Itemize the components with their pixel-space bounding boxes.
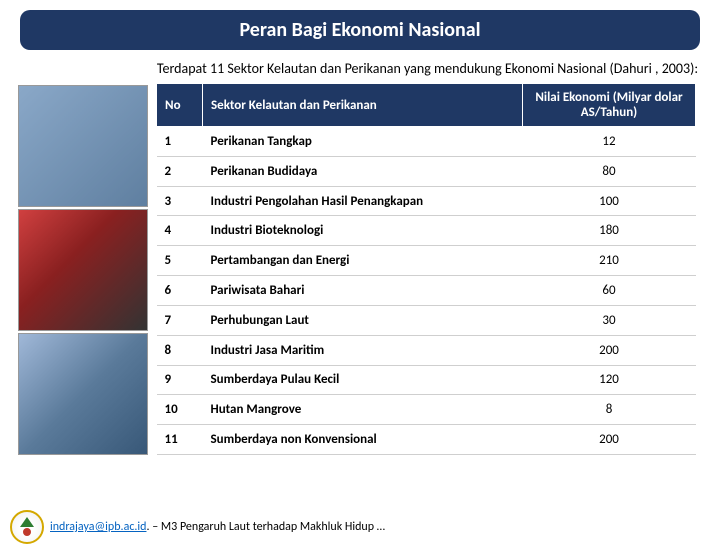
cell-value: 120: [523, 365, 696, 395]
cell-sector: Sumberdaya non Konvensional: [203, 425, 523, 455]
col-sector: Sektor Kelautan dan Perikanan: [203, 84, 523, 127]
cell-no: 8: [157, 335, 203, 365]
cell-sector: Industri Pengolahan Hasil Penangkapan: [203, 186, 523, 216]
table-row: 6Pariwisata Bahari60: [157, 276, 696, 306]
cell-no: 9: [157, 365, 203, 395]
cell-value: 80: [523, 156, 696, 186]
cell-sector: Hutan Mangrove: [203, 395, 523, 425]
table-row: 3Industri Pengolahan Hasil Penangkapan10…: [157, 186, 696, 216]
cell-no: 11: [157, 425, 203, 455]
image-shipping: [18, 85, 148, 207]
footer: indrajaya@ipb.ac.id. – M3 Pengaruh Laut …: [10, 510, 385, 544]
title-bar: Peran Bagi Ekonomi Nasional: [20, 10, 700, 50]
subtitle: Terdapat 11 Sektor Kelautan dan Perikana…: [155, 60, 700, 77]
image-stock-ticker: [18, 209, 148, 331]
image-fish-market: [18, 333, 148, 455]
cell-value: 200: [523, 335, 696, 365]
cell-sector: Pariwisata Bahari: [203, 276, 523, 306]
footer-text: . – M3 Pengaruh Laut terhadap Makhluk Hi…: [146, 520, 385, 534]
cell-no: 1: [157, 127, 203, 157]
cell-no: 7: [157, 305, 203, 335]
cell-no: 10: [157, 395, 203, 425]
table-row: 8Industri Jasa Maritim200: [157, 335, 696, 365]
table-header-row: No Sektor Kelautan dan Perikanan Nilai E…: [157, 84, 696, 127]
table-row: 4Industri Bioteknologi180: [157, 216, 696, 246]
cell-sector: Perhubungan Laut: [203, 305, 523, 335]
cell-sector: Industri Bioteknologi: [203, 216, 523, 246]
sector-table: No Sektor Kelautan dan Perikanan Nilai E…: [156, 83, 696, 455]
table-row: 10Hutan Mangrove8: [157, 395, 696, 425]
col-no: No: [157, 84, 203, 127]
cell-no: 2: [157, 156, 203, 186]
cell-no: 6: [157, 276, 203, 306]
table-row: 9Sumberdaya Pulau Kecil120: [157, 365, 696, 395]
cell-sector: Industri Jasa Maritim: [203, 335, 523, 365]
cell-value: 30: [523, 305, 696, 335]
cell-value: 200: [523, 425, 696, 455]
page-title: Peran Bagi Ekonomi Nasional: [20, 18, 700, 42]
cell-no: 4: [157, 216, 203, 246]
cell-value: 180: [523, 216, 696, 246]
col-value: Nilai Ekonomi (Milyar dolar AS/Tahun): [523, 84, 696, 127]
cell-no: 3: [157, 186, 203, 216]
cell-no: 5: [157, 246, 203, 276]
cell-value: 60: [523, 276, 696, 306]
table-body: 1Perikanan Tangkap122Perikanan Budidaya8…: [157, 127, 696, 455]
table-row: 7Perhubungan Laut30: [157, 305, 696, 335]
cell-value: 100: [523, 186, 696, 216]
cell-sector: Pertambangan dan Energi: [203, 246, 523, 276]
cell-value: 210: [523, 246, 696, 276]
cell-sector: Perikanan Tangkap: [203, 127, 523, 157]
footer-email-link[interactable]: indrajaya@ipb.ac.id: [50, 520, 146, 534]
table-row: 11Sumberdaya non Konvensional200: [157, 425, 696, 455]
cell-sector: Perikanan Budidaya: [203, 156, 523, 186]
main-content: No Sektor Kelautan dan Perikanan Nilai E…: [0, 83, 720, 455]
table-row: 2Perikanan Budidaya80: [157, 156, 696, 186]
institution-logo-icon: [10, 510, 44, 544]
left-image-column: [18, 85, 148, 455]
table-row: 5Pertambangan dan Energi210: [157, 246, 696, 276]
cell-sector: Sumberdaya Pulau Kecil: [203, 365, 523, 395]
cell-value: 8: [523, 395, 696, 425]
cell-value: 12: [523, 127, 696, 157]
table-row: 1Perikanan Tangkap12: [157, 127, 696, 157]
